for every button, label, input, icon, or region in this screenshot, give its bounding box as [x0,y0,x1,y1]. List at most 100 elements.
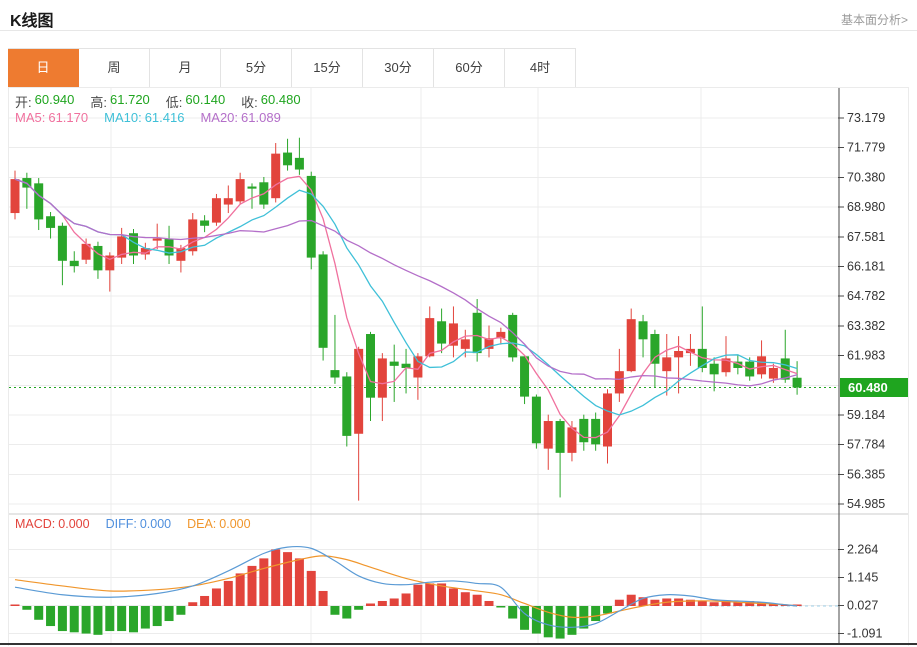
macd-bar [437,583,447,606]
macd-bar [10,604,20,606]
ma20-line [14,178,798,387]
macd-bar [472,594,482,606]
macd-bar [259,558,269,606]
macd-bar [342,606,352,619]
candle-body [176,248,186,261]
kline-chart-box: 73.179 71.779 70.380 68.980 67.581 66.181 64.7… [8,87,909,646]
macd-bar [674,598,684,606]
macd-bar [271,549,281,606]
macd-bar [792,604,802,606]
candle-body [520,356,530,397]
candle-body [389,361,399,366]
macd-legend: MACD: 0.000 DIFF: 0.000 DEA: 0.000 [15,517,251,531]
axis-tick-label: 63.382 [847,319,885,333]
tab-60min[interactable]: 60分 [434,49,505,87]
price-axis-labels: 73.179 71.779 70.380 68.980 67.581 66.181 64.7… [838,111,885,511]
ohlc-open-readout: 开: 60.940 [15,92,75,110]
macd-bar [294,558,304,606]
candle-body [472,312,482,354]
macd-bar [697,600,707,606]
macd-bar [733,602,743,606]
macd-bar [460,592,470,606]
axis-tick-label: 56.385 [847,467,885,481]
macd-bar [745,600,755,606]
axis-tick-label: 2.264 [847,542,878,556]
candle-body [200,220,210,226]
axis-tick-label: 57.784 [847,438,885,452]
macd-dea-readout: DEA: 0.000 [187,517,251,531]
macd-bar [22,606,32,610]
candle-body [425,318,435,357]
macd-bar [685,599,695,606]
macd-bar [709,602,719,606]
candle-body [81,243,91,260]
ma-ma5-readout: MA5: 61.170 [15,110,89,125]
candle-body [614,371,624,394]
macd-bar [401,593,411,606]
ohlc-legend: 开: 60.940 高: 61.720 低: 60.140 收: 60.480 [15,92,301,111]
candle-body [508,314,518,358]
axis-tick-label: 68.980 [847,200,885,214]
tab-15min[interactable]: 15分 [292,49,363,87]
tab-30min[interactable]: 30分 [363,49,434,87]
candle-body [188,219,198,252]
diff-line [14,545,798,628]
candle-body [792,377,802,388]
candle-body [129,233,138,256]
candle-body [555,421,565,453]
macd-bar [603,606,612,614]
candle-body [543,421,553,449]
ma-legend: MA5: 61.170 MA10: 61.416 MA20: 61.089 [15,110,281,125]
macd-bar [520,606,530,630]
candle-body [10,179,20,214]
ohlc-low-readout: 低: 60.140 [165,92,226,110]
macd-bar [757,602,767,606]
candle-body [211,198,221,223]
macd-bar [117,606,127,632]
macd-bar [330,606,340,615]
macd-bar [377,600,387,606]
axis-tick-label: 1.145 [847,570,878,584]
macd-diff-readout: DIFF: 0.000 [105,517,172,531]
candle-body [484,338,494,349]
ohlc-close-readout: 收: 60.480 [241,92,301,110]
macd-bar [614,599,624,606]
tab-week[interactable]: 周 [79,49,150,87]
candle-body [437,321,447,344]
macd-bar [306,570,316,606]
candle-body [626,319,636,372]
macd-bar [555,606,565,639]
macd-bar [34,606,44,620]
candle-body [579,418,589,443]
macd-bar [366,603,375,606]
macd-bar [46,606,56,627]
macd-bar [176,606,186,615]
axis-tick-label: 0.027 [847,598,878,612]
tab-day[interactable]: 日 [8,49,79,87]
candle-body [46,216,56,228]
axis-tick-label: 64.782 [847,289,885,303]
candle-body [496,331,506,339]
tab-4hour[interactable]: 4时 [505,49,576,87]
candle-body [531,396,541,444]
current-price-value: 60.480 [848,380,888,395]
candle-body [366,334,375,398]
tab-month[interactable]: 月 [150,49,221,87]
candle-body [330,370,340,378]
candle-body [271,153,281,199]
fundamental-analysis-link[interactable]: 基本面分析> [840,13,908,27]
axis-tick-label: 61.983 [847,349,885,363]
candle-body [721,358,731,373]
macd-bar [105,606,115,632]
ma10-line [14,178,798,416]
macd-bar [69,606,79,633]
candle-body [34,183,44,220]
tab-5min[interactable]: 5分 [221,49,292,87]
ohlc-high-readout: 高: 61.720 [90,92,150,110]
macd-bar [567,606,577,635]
candle-body [662,357,672,372]
candle-body [294,157,304,170]
ma-ma10-readout: MA10: 61.416 [104,110,185,125]
macd-bar [591,606,601,622]
macd-bar [188,602,198,606]
